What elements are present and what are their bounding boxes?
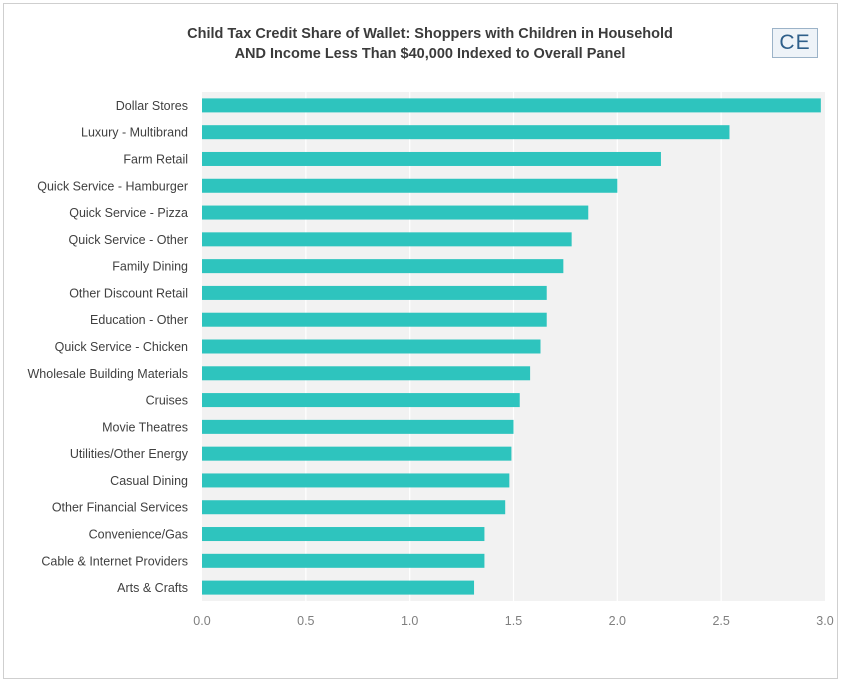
chart-title: Child Tax Credit Share of Wallet: Shoppe… [150,24,710,64]
category-label: Quick Service - Other [69,233,188,247]
bar [202,98,821,113]
category-label: Dollar Stores [116,99,188,113]
x-tick-label: 2.0 [609,614,626,628]
bar [202,312,547,327]
bar [202,366,531,381]
ce-logo-text: CE [779,31,811,54]
x-tick-label: 0.0 [193,614,210,628]
bar [202,580,475,595]
ce-logo: CE [772,28,818,58]
x-tick-label: 0.5 [297,614,314,628]
bar [202,446,512,461]
category-label: Other Financial Services [52,501,188,515]
bar [202,473,510,488]
bar [202,393,520,408]
chart-title-line-1: Child Tax Credit Share of Wallet: Shoppe… [187,26,673,42]
category-label: Convenience/Gas [89,528,188,542]
bar [202,339,541,354]
x-tick-label: 2.5 [712,614,729,628]
category-label: Wholesale Building Materials [28,367,189,381]
category-label: Cable & Internet Providers [41,554,188,568]
category-label: Farm Retail [123,152,188,166]
bar [202,205,589,220]
category-label: Quick Service - Chicken [55,340,188,354]
category-label: Quick Service - Pizza [69,206,188,220]
category-label: Movie Theatres [102,420,188,434]
bar [202,178,618,193]
x-tick-label: 3.0 [816,614,833,628]
bar [202,500,506,515]
category-label: Family Dining [112,260,188,274]
bar [202,232,572,247]
x-tick-label: 1.0 [401,614,418,628]
category-label: Luxury - Multibrand [81,126,188,140]
bar [202,285,547,300]
category-label: Cruises [146,394,188,408]
bar [202,151,661,166]
category-label: Arts & Crafts [117,581,188,595]
category-label: Other Discount Retail [69,286,188,300]
bar [202,553,485,568]
category-label: Utilities/Other Energy [70,447,189,461]
bar [202,125,730,140]
chart-title-line-2: AND Income Less Than $40,000 Indexed to … [234,46,626,62]
bar [202,419,514,434]
x-tick-label: 1.5 [505,614,522,628]
category-label: Quick Service - Hamburger [37,179,188,193]
bar [202,259,564,274]
bar [202,527,485,542]
category-label: Casual Dining [110,474,188,488]
category-label: Education - Other [90,313,188,327]
